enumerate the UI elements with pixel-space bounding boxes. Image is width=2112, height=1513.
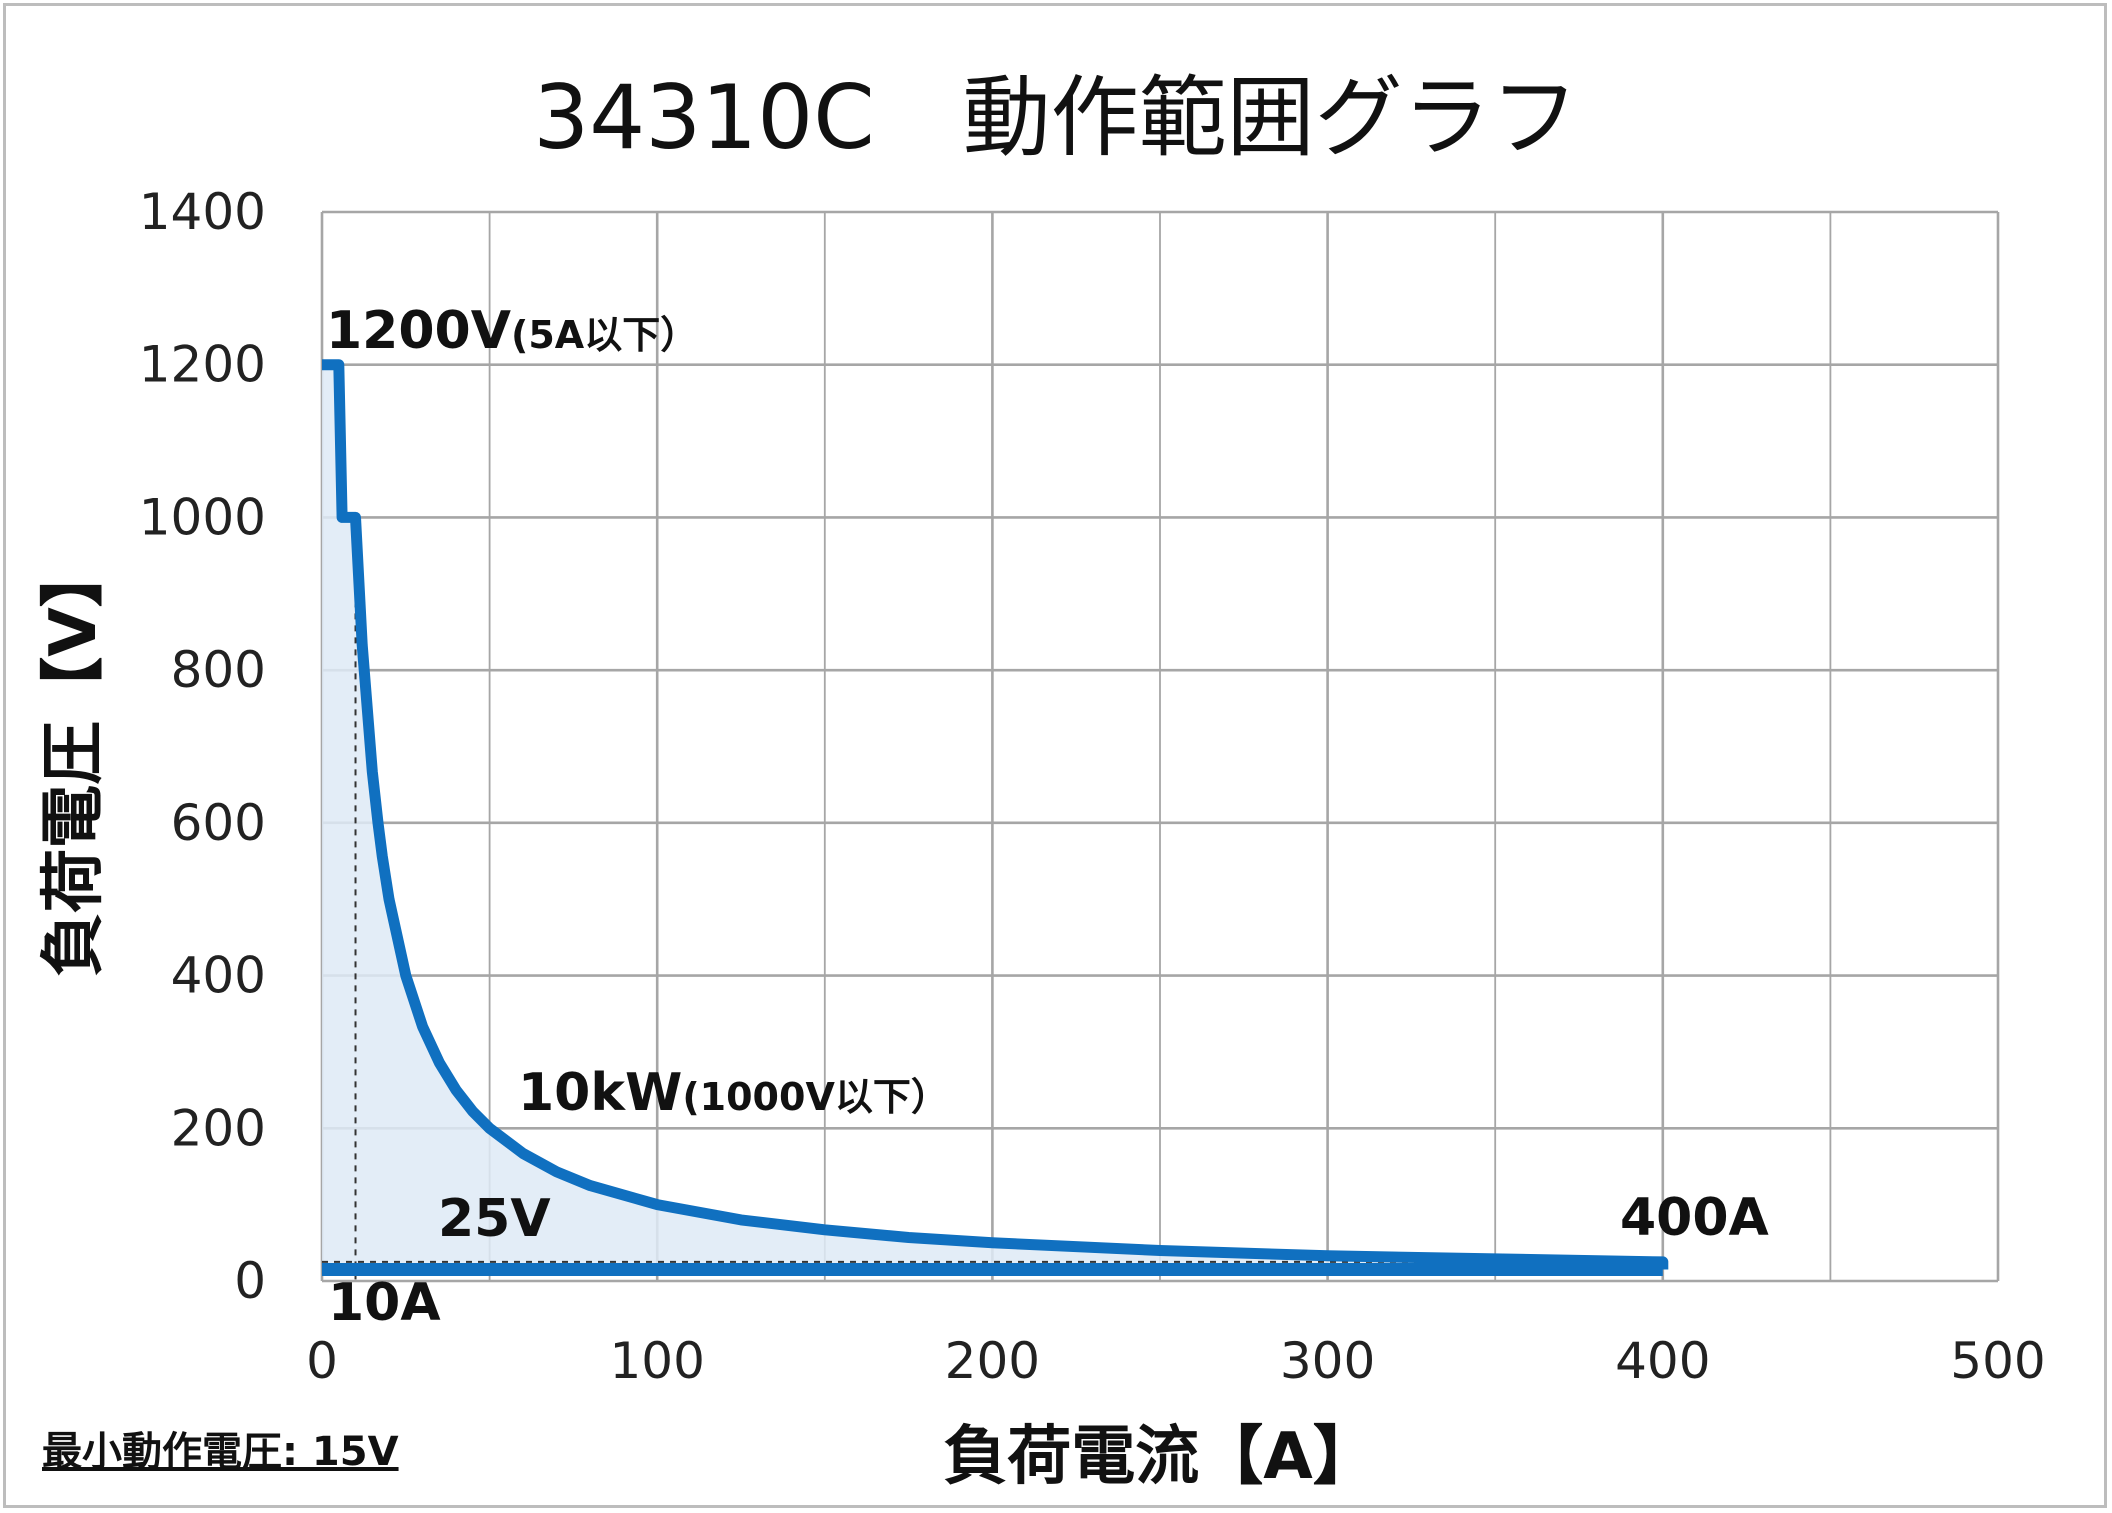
chart-frame (3, 3, 2107, 1508)
y-tick-label: 0 (234, 1252, 266, 1310)
operating-limit-line (322, 359, 1669, 1270)
max-current-label: 400A (1620, 1188, 1769, 1248)
x-tick-label: 400 (1615, 1332, 1710, 1390)
y-tick-label: 1400 (139, 183, 266, 241)
max-voltage-label: 1200V (326, 301, 511, 361)
power-label: 10kW (518, 1063, 682, 1123)
max-voltage-annotation: 1200V(5A以下） (326, 301, 698, 361)
minimum-voltage-note: 最小動作電圧: 15V (42, 1429, 399, 1475)
power-annotation: 10kW(1000V以下） (518, 1063, 949, 1123)
y-tick-label: 600 (171, 794, 266, 852)
power-condition: (1000V以下） (682, 1075, 949, 1119)
y-axis-title: 負荷電圧【V】 (37, 543, 111, 977)
x-tick-label: 0 (306, 1332, 338, 1390)
grid (320, 210, 2000, 1283)
y-tick-label: 1200 (139, 336, 266, 394)
max-voltage-condition: (5A以下） (511, 313, 698, 357)
min-current-guide-label: 10A (328, 1273, 441, 1333)
min-voltage-guide-label: 25V (438, 1189, 551, 1249)
x-tick-label: 100 (609, 1332, 704, 1390)
y-tick-label: 1000 (139, 488, 266, 546)
x-tick-label: 300 (1280, 1332, 1375, 1390)
x-axis-title: 負荷電流【A】 (943, 1420, 1377, 1494)
x-tick-label: 200 (945, 1332, 1040, 1390)
y-tick-label: 800 (171, 641, 266, 699)
y-tick-label: 400 (171, 947, 266, 1005)
x-tick-label: 500 (1950, 1332, 2045, 1390)
operating-area-fill (322, 364, 1663, 1270)
y-tick-label: 200 (171, 1099, 266, 1157)
axis-ticks: 0 100 200 300 400 500 0 200 400 600 800 1000 1200 140… (139, 183, 2046, 1390)
chart-title: 34310C 動作範囲グラフ (533, 66, 1578, 169)
